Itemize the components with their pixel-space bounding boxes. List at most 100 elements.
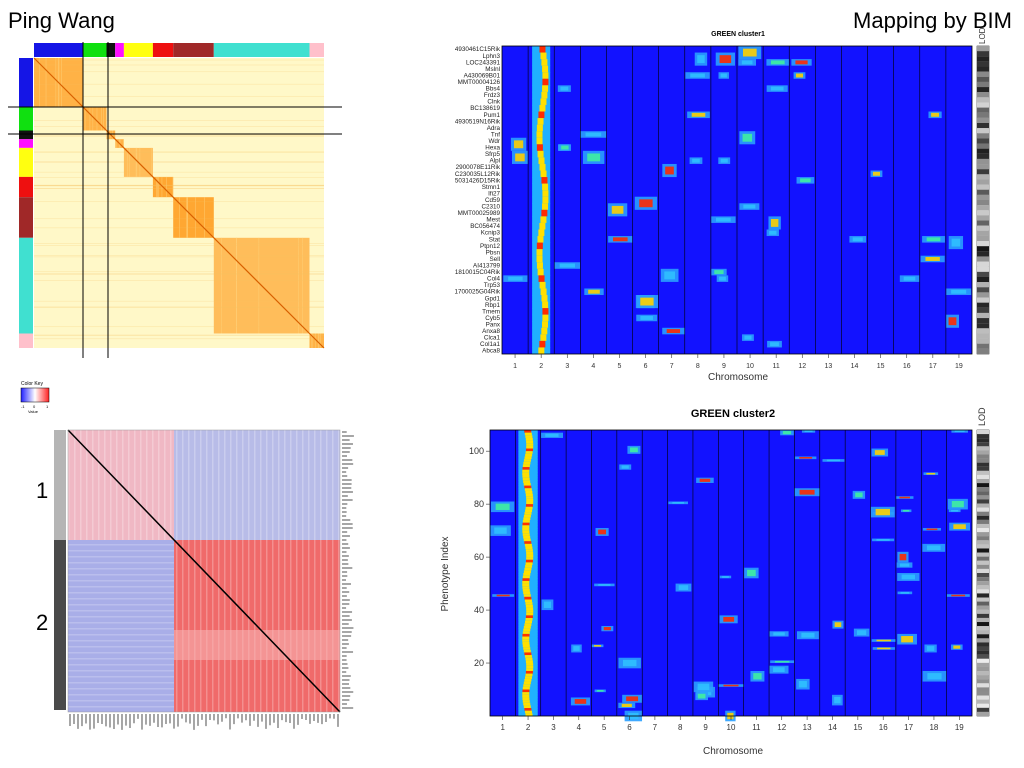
row-label: AI413799 (473, 262, 500, 269)
row-label: BC138619 (470, 105, 500, 112)
color-key-xlabel: Value (28, 409, 39, 414)
green-cluster2-chart: GREEN cluster2 20 40 60 80 100 Phenotype Ind… (440, 407, 990, 757)
group-label-2: 2 (36, 610, 49, 635)
row-label: C2310 (481, 204, 500, 211)
x-tick-label: 3 (551, 723, 556, 732)
row-label: Col4 (487, 276, 500, 283)
row-label: Tmem (482, 308, 500, 315)
y-tick-label: 40 (474, 605, 484, 615)
row-label: Gpd1 (485, 295, 501, 302)
row-label: Mslnl (485, 66, 500, 73)
row-label: 1700025G04Rik (454, 289, 500, 296)
x-tick-label: 6 (627, 723, 632, 732)
x-tick-label: 14 (828, 723, 837, 732)
row-label: Ptpn12 (480, 243, 500, 250)
x-tick-label: 13 (803, 723, 812, 732)
author-label: Ping Wang (8, 8, 115, 33)
y-tick-label: 80 (474, 499, 484, 509)
correlation-diagonal (67, 429, 341, 713)
x-tick-label: 9 (703, 723, 708, 732)
x-tick-label: 8 (696, 363, 700, 370)
x-tick-label: 12 (798, 363, 806, 370)
x-tick-label: 19 (955, 363, 963, 370)
row-label: Rbp1 (485, 302, 501, 309)
cluster2-plot-area (490, 430, 972, 716)
row-label: Mest (486, 217, 500, 224)
row-label: Cyb5 (485, 315, 500, 322)
row-label: Wdr (488, 138, 500, 145)
row-label: Hexa (485, 145, 500, 152)
x-tick-label: 17 (929, 363, 937, 370)
x-tick-label: 6 (644, 363, 648, 370)
row-label: Pum1 (484, 112, 501, 119)
x-tick-label: 8 (678, 723, 683, 732)
x-tick-label: 5 (602, 723, 607, 732)
y-tick-label: 100 (469, 446, 484, 456)
row-label: Ifi27 (488, 190, 500, 197)
row-label: Col1a1 (480, 341, 500, 348)
group-label-1: 1 (36, 478, 49, 503)
correlation-heatmap-chart (54, 429, 354, 730)
module-bar-top-blue (34, 43, 84, 57)
row-label: Anxa8 (482, 328, 500, 335)
x-tick-label: 10 (746, 363, 754, 370)
x-tick-label: 3 (565, 363, 569, 370)
row-label: Stmn1 (482, 184, 501, 191)
x-tick-label: 15 (877, 363, 885, 370)
row-label: BC056474 (470, 223, 500, 230)
y-tick-label: 60 (474, 552, 484, 562)
row-label: Cd59 (485, 197, 501, 204)
module-bar-top-black (106, 43, 116, 57)
module-bar-left-black (19, 130, 33, 140)
module-heatmap-chart (8, 42, 342, 358)
row-label: Sell (490, 256, 501, 263)
module-bar-left-green (19, 107, 33, 131)
row-label: A430069B01 (464, 72, 501, 79)
row-label: Lphn3 (482, 53, 500, 60)
lod-label: LOD (978, 27, 987, 44)
y-axis-label: Phenotype Index (440, 536, 451, 611)
row-label: Abca8 (482, 348, 500, 355)
color-key-title: Color Key (21, 381, 43, 387)
x-tick-label: 11 (752, 723, 761, 732)
module-bar-top-green (83, 43, 107, 57)
x-tick-label: 16 (879, 723, 888, 732)
x-tick-label: 16 (903, 363, 911, 370)
row-label: C230035L12Rik (455, 171, 501, 178)
color-key-tick: 0 (33, 404, 36, 409)
x-tick-label: 15 (853, 723, 862, 732)
color-key-tick: 1 (46, 404, 49, 409)
method-label: Mapping by BIM (853, 8, 1012, 33)
module-bar-left-cyan (19, 237, 33, 334)
module-bar-top-yellow (123, 43, 153, 57)
row-label: 2900078E11Rik (456, 164, 501, 171)
row-label: 1810015C04Rik (455, 269, 501, 276)
green-cluster1-chart: GREEN cluster1 4930461C15RikLphn3LOC2433… (454, 27, 990, 383)
row-label: Tnf (491, 131, 500, 138)
group-bar-2 (54, 540, 66, 710)
module-bar-top-cyan (213, 43, 310, 57)
row-label: Adra (487, 125, 501, 132)
row-label: Sfrp5 (485, 151, 501, 158)
x-tick-label: 1 (513, 363, 517, 370)
row-label: Clca1 (484, 335, 501, 342)
x-tick-label: 2 (539, 363, 543, 370)
x-tick-label: 4 (591, 363, 595, 370)
x-tick-label: 13 (824, 363, 832, 370)
row-label: MMT00004126 (458, 79, 501, 86)
x-tick-label: 17 (904, 723, 913, 732)
x-tick-label: 19 (955, 723, 964, 732)
module-bar-left-red (19, 176, 33, 198)
row-label: Panx (486, 321, 501, 328)
x-tick-label: 5 (618, 363, 622, 370)
chart-title: GREEN cluster1 (711, 31, 765, 38)
row-label: 5031426D15Rik (455, 177, 501, 184)
chart-title: GREEN cluster2 (691, 408, 775, 420)
module-bar-left-magenta (19, 139, 33, 148)
row-label: Kcnip3 (481, 230, 501, 237)
row-label: Trp53 (484, 282, 501, 289)
y-tick-label: 20 (474, 658, 484, 668)
x-tick-label: 7 (653, 723, 658, 732)
module-bar-top-magenta (115, 43, 124, 57)
row-label: Stat (489, 236, 500, 243)
